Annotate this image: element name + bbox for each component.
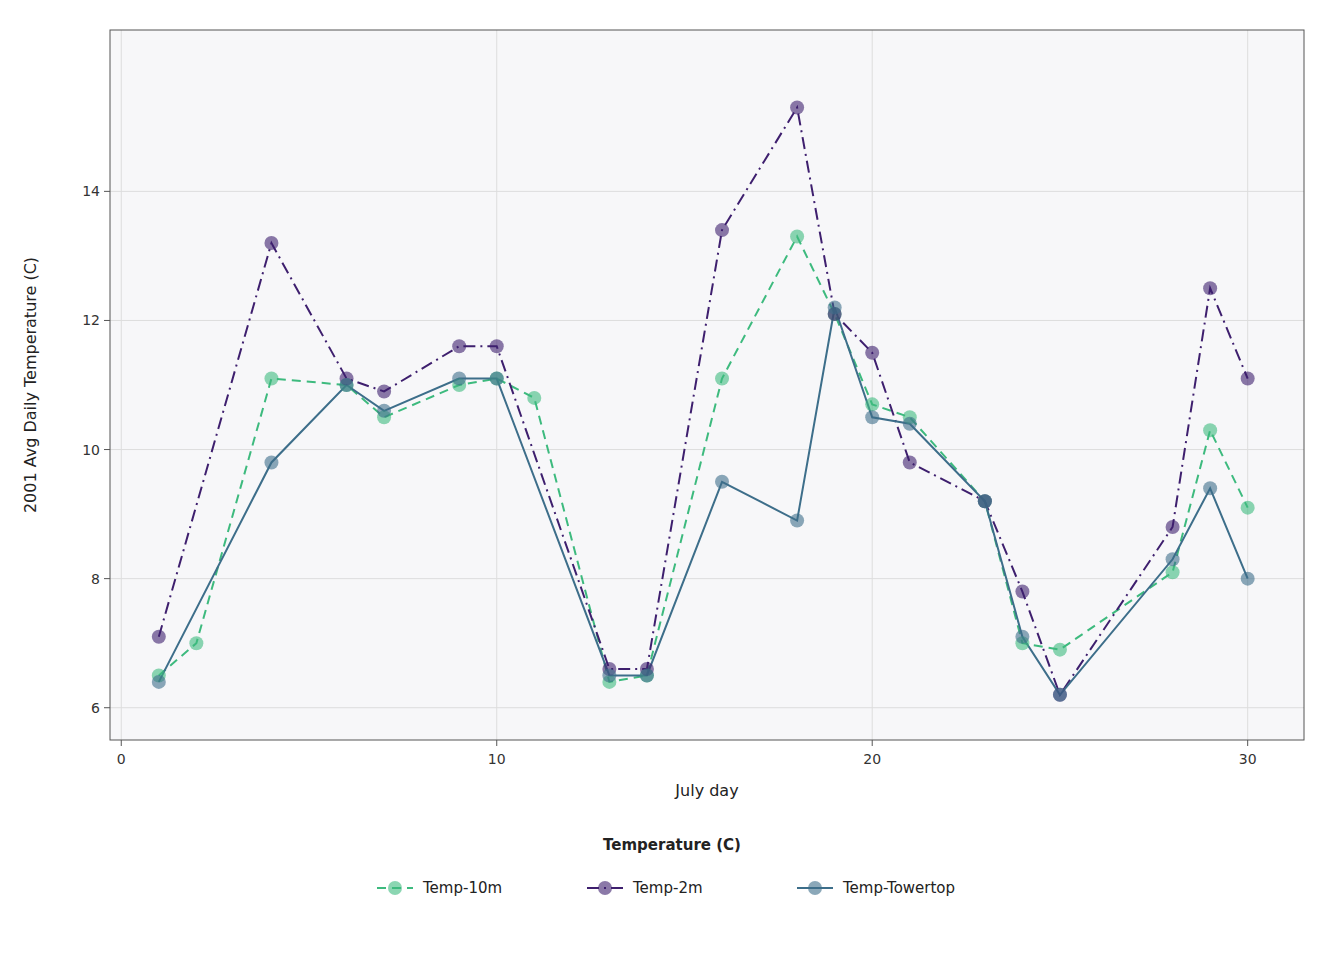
legend-label: Temp-10m (422, 879, 502, 897)
point (340, 378, 354, 392)
point (452, 372, 466, 386)
grid-line (110, 707, 1304, 708)
tick (872, 740, 873, 746)
tick-label: 0 (117, 751, 126, 767)
grid-line (110, 320, 1304, 321)
point (189, 636, 203, 650)
point (1015, 585, 1029, 599)
point (1166, 552, 1180, 566)
point (865, 346, 879, 360)
x-axis-label: July day (674, 781, 738, 800)
data (152, 100, 1255, 701)
point (978, 494, 992, 508)
point (264, 455, 278, 469)
point (1241, 372, 1255, 386)
point (978, 494, 992, 508)
tick (104, 449, 110, 450)
point (152, 630, 166, 644)
point (1203, 481, 1217, 495)
point (602, 668, 616, 682)
point (340, 378, 354, 392)
series-line (159, 107, 1248, 694)
point (377, 384, 391, 398)
point (1053, 688, 1067, 702)
tick-label: 12 (82, 312, 100, 328)
point (490, 372, 504, 386)
grid-line (110, 578, 1304, 579)
chart: 0 10 20 30 6 8 10 12 14 July day 2001 Avg Daily Te… (0, 0, 1344, 960)
plot-frame (110, 30, 1304, 740)
series-line (159, 237, 1248, 682)
legend-marker (598, 881, 612, 895)
tick-label: 14 (82, 183, 100, 199)
point (527, 391, 541, 405)
point (1241, 572, 1255, 586)
point (1203, 281, 1217, 295)
point (865, 397, 879, 411)
grid-line (110, 449, 1304, 450)
point (715, 223, 729, 237)
point (715, 372, 729, 386)
grid (110, 30, 1304, 740)
tick (104, 191, 110, 192)
point (790, 230, 804, 244)
y-axis-label: 2001 Avg Daily Temperature (C) (21, 257, 40, 513)
point (715, 475, 729, 489)
point (490, 372, 504, 386)
tick-label: 10 (488, 751, 506, 767)
point (452, 339, 466, 353)
tick-label: 20 (863, 751, 881, 767)
tick-label: 6 (91, 700, 100, 716)
tick-label: 8 (91, 571, 100, 587)
point (1053, 643, 1067, 657)
legend-label: Temp-Towertop (842, 879, 955, 897)
tick (104, 578, 110, 579)
point (377, 404, 391, 418)
point (828, 301, 842, 315)
tick-label: 10 (82, 442, 100, 458)
grid-line (110, 191, 1304, 192)
tick-label: 30 (1239, 751, 1257, 767)
point (1166, 520, 1180, 534)
point (903, 417, 917, 431)
point (640, 668, 654, 682)
point (1241, 501, 1255, 515)
tick (104, 707, 110, 708)
legend-marker (808, 881, 822, 895)
point (1203, 423, 1217, 437)
point (1166, 565, 1180, 579)
tick (104, 320, 110, 321)
point (903, 455, 917, 469)
tick (1247, 740, 1248, 746)
legend-label: Temp-2m (632, 879, 703, 897)
point (152, 675, 166, 689)
point (790, 514, 804, 528)
grid-line (121, 30, 122, 740)
point (1053, 688, 1067, 702)
axes: 0 10 20 30 6 8 10 12 14 (82, 30, 1304, 767)
grid-line (872, 30, 873, 740)
legend: Temperature (C) Temp-10m Temp-2m Temp-Tower… (377, 836, 955, 897)
point (978, 494, 992, 508)
legend-title: Temperature (C) (603, 836, 741, 854)
point (790, 100, 804, 114)
legend-marker (388, 881, 402, 895)
point (264, 372, 278, 386)
point (865, 410, 879, 424)
series-line (159, 308, 1248, 695)
point (640, 668, 654, 682)
tick (121, 740, 122, 746)
point (264, 236, 278, 250)
point (490, 339, 504, 353)
tick (496, 740, 497, 746)
point (1015, 630, 1029, 644)
plot-area (110, 30, 1304, 740)
